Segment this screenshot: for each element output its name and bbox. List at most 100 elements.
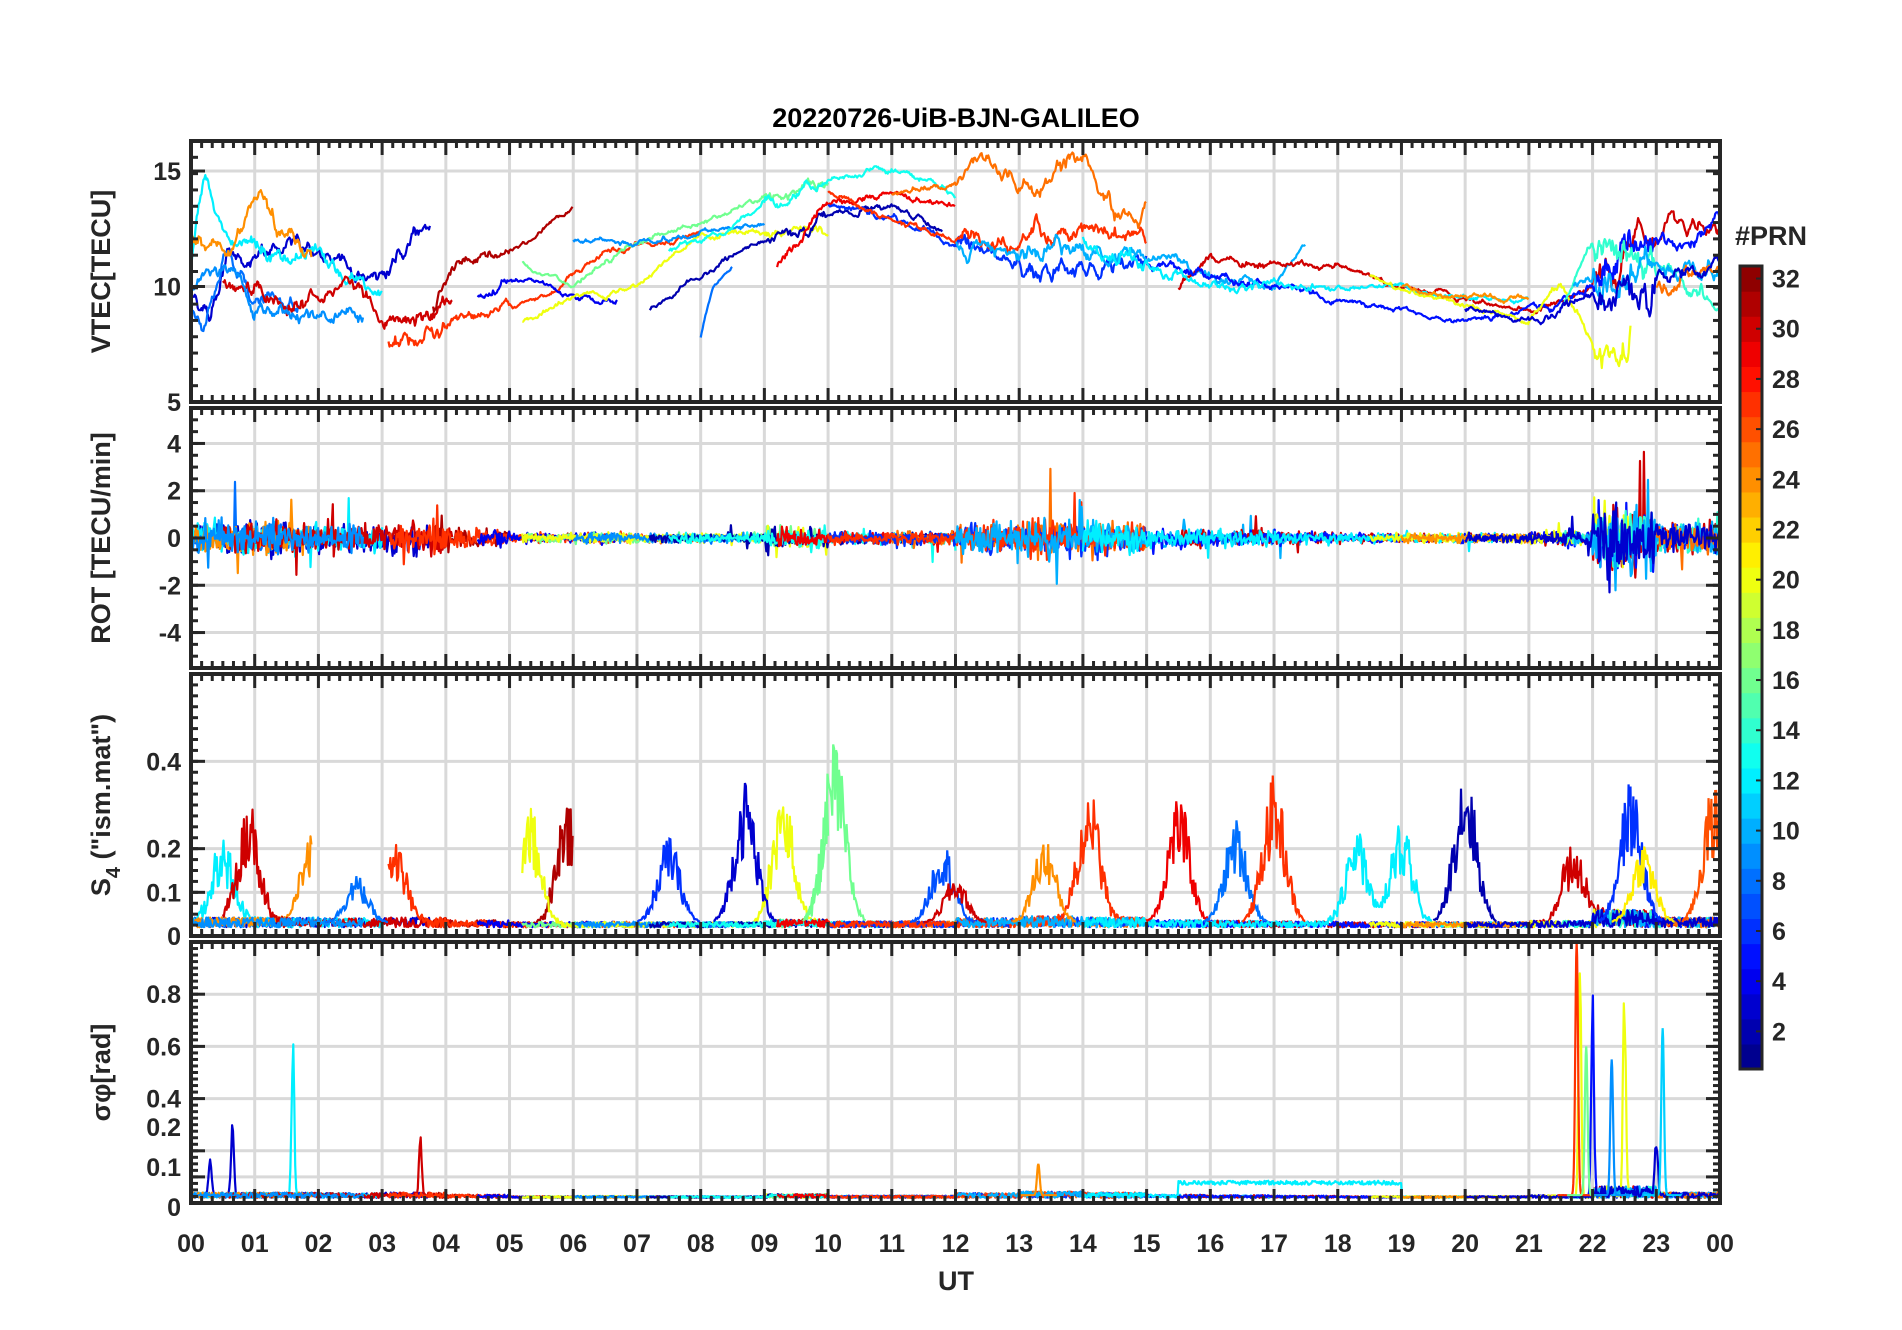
y-tick-label: 0.2: [146, 836, 181, 864]
x-tick-labels: 00 01 02 03 04 05 06 07 08 09 10 11 12 13 14 15 16 17 18 19…: [177, 1230, 1734, 1258]
x-tick-label: 18: [1324, 1230, 1352, 1258]
x-tick-label: 10: [814, 1230, 842, 1258]
y-tick-label: 0.8: [146, 981, 181, 1009]
sigma-spike-prn-24: [1019, 1163, 1057, 1197]
x-tick-label: 23: [1642, 1230, 1670, 1258]
panel-sigma: 0 0.1 0.20.4 0.6 0.8 σφ[rad]: [86, 940, 1722, 1222]
s4-event-prn-2: [1432, 788, 1497, 923]
colorbar-level-6: [1740, 918, 1762, 945]
colorbar-level-31: [1740, 291, 1762, 317]
y-axis-label: VTEC[TECU]: [86, 190, 116, 354]
s4-event-prn-29: [1145, 801, 1211, 923]
y-tick-label: 5: [167, 389, 181, 417]
s4-event-prn-21: [1611, 846, 1675, 923]
vtec-series-prn-27: [387, 230, 701, 348]
sigma-series-prn-30: [222, 1136, 453, 1199]
colorbar-level-12: [1740, 767, 1762, 794]
s4-event-prn-30: [923, 883, 987, 924]
panel-vtec: 5 10 15 VTEC[TECU]: [86, 139, 1722, 417]
series-group-s4: [191, 744, 1720, 929]
colorbar-tick-label: 32: [1772, 266, 1800, 294]
vtec-series-prn-8: [699, 266, 733, 338]
s4-event-prn-26: [1681, 789, 1720, 923]
sigma-spike-prn-9: [1592, 1059, 1631, 1197]
x-tick-label: 02: [305, 1230, 333, 1258]
axes-frame: [189, 406, 1722, 670]
s4-event-prn-8: [324, 876, 388, 924]
y-axis-label: S4 ("ism.mat"): [86, 714, 125, 896]
vtec-series-prn-29: [776, 190, 956, 268]
x-axis-label: UT: [938, 1266, 974, 1296]
colorbar-level-14: [1740, 717, 1762, 744]
vtec-series-prn-12: [191, 174, 383, 297]
y-tick-label: 10: [153, 274, 181, 302]
colorbar-tick-label: 10: [1772, 818, 1800, 846]
colorbar-level-16: [1740, 667, 1762, 694]
x-tick-label: 01: [241, 1230, 269, 1258]
colorbar-level-23: [1740, 491, 1762, 518]
s4-event-prn-6: [636, 836, 701, 923]
colorbar-level-11: [1740, 792, 1762, 819]
panels: 5 10 15 VTEC[TECU] -4 -2 0 2 4 ROT [TECU/min] 0 0.1…: [86, 139, 1722, 1222]
x-tick-label: 15: [1133, 1230, 1161, 1258]
y-axis-label-main: S: [86, 878, 116, 896]
vtec-series-prn-3: [1464, 254, 1720, 326]
vtec-series-prn-25: [890, 151, 1147, 230]
x-tick-label: 22: [1579, 1230, 1607, 1258]
colorbar-level-5: [1740, 943, 1762, 970]
colorbar-tick-label: 18: [1772, 617, 1800, 645]
sigma-series-prn-3: [191, 1124, 431, 1199]
s4-series-prn-30: [221, 808, 454, 929]
colorbar-level-29: [1740, 341, 1762, 367]
colorbar-level-22: [1740, 516, 1762, 543]
colorbar-tick-label: 14: [1772, 717, 1800, 745]
colorbar-tick-label: 2: [1772, 1018, 1786, 1046]
x-tick-label: 05: [496, 1230, 524, 1258]
x-tick-label: 20: [1451, 1230, 1479, 1258]
x-tick-label: 03: [368, 1230, 396, 1258]
colorbar-tick-label: 4: [1772, 968, 1786, 996]
colorbar-level-2: [1740, 1018, 1762, 1045]
colorbar-level-8: [1740, 868, 1762, 894]
x-tick-label: 11: [879, 1230, 906, 1258]
s4-event-prn-8: [1203, 820, 1268, 923]
colorbar-frame: [1738, 264, 1764, 1071]
colorbar-tick-label: 30: [1772, 316, 1800, 344]
sigma-spike-prn-27: [1557, 942, 1596, 1197]
y-tick-label: 0.1: [146, 1154, 181, 1182]
colorbar-level-3: [1740, 993, 1762, 1020]
colorbar-level-17: [1740, 642, 1762, 669]
colorbar-level-30: [1740, 316, 1762, 342]
s4-series-prn-27: [827, 799, 1148, 929]
vtec-series-prn-5: [1145, 211, 1720, 324]
colorbar-level-10: [1740, 818, 1762, 844]
colorbar-level-7: [1740, 893, 1762, 920]
vtec-series-prn-9: [191, 264, 365, 325]
vtec-series-prn-30: [222, 275, 453, 330]
vtec-series-prn-13: [667, 165, 957, 252]
s4-series-prn-9: [191, 916, 365, 929]
s4-event-prn-6: [1598, 784, 1663, 923]
y-tick-label: 4: [167, 430, 181, 458]
x-tick-label: 00: [1706, 1230, 1734, 1258]
y-tick-label: -2: [159, 572, 181, 600]
panel-s4: 0 0.1 0.2 0.4 S4 ("ism.mat"): [86, 672, 1722, 951]
colorbar-tick-label: 22: [1772, 516, 1800, 544]
rot-series-prn-9: [191, 516, 365, 569]
sigma-series-prn-9: [191, 1191, 365, 1199]
colorbar-tick-label: 12: [1772, 767, 1800, 795]
y-tick-label: 0.6: [146, 1033, 181, 1061]
colorbar-level-24: [1740, 466, 1762, 493]
y-tick-label: -4: [159, 620, 181, 648]
s4-series-prn-12: [191, 839, 384, 929]
sigma-series-prn-5: [1145, 994, 1720, 1199]
x-tick-label: 19: [1388, 1230, 1416, 1258]
vtec-series-prn-16: [521, 177, 830, 289]
colorbar-level-25: [1740, 441, 1762, 468]
x-tick-label: 12: [942, 1230, 970, 1258]
vtec-series-prn-4: [476, 277, 618, 306]
y-axis-label-subscript: 4: [103, 866, 125, 878]
axes-frame: [189, 672, 1722, 938]
colorbar-tick-label: 24: [1772, 466, 1800, 494]
